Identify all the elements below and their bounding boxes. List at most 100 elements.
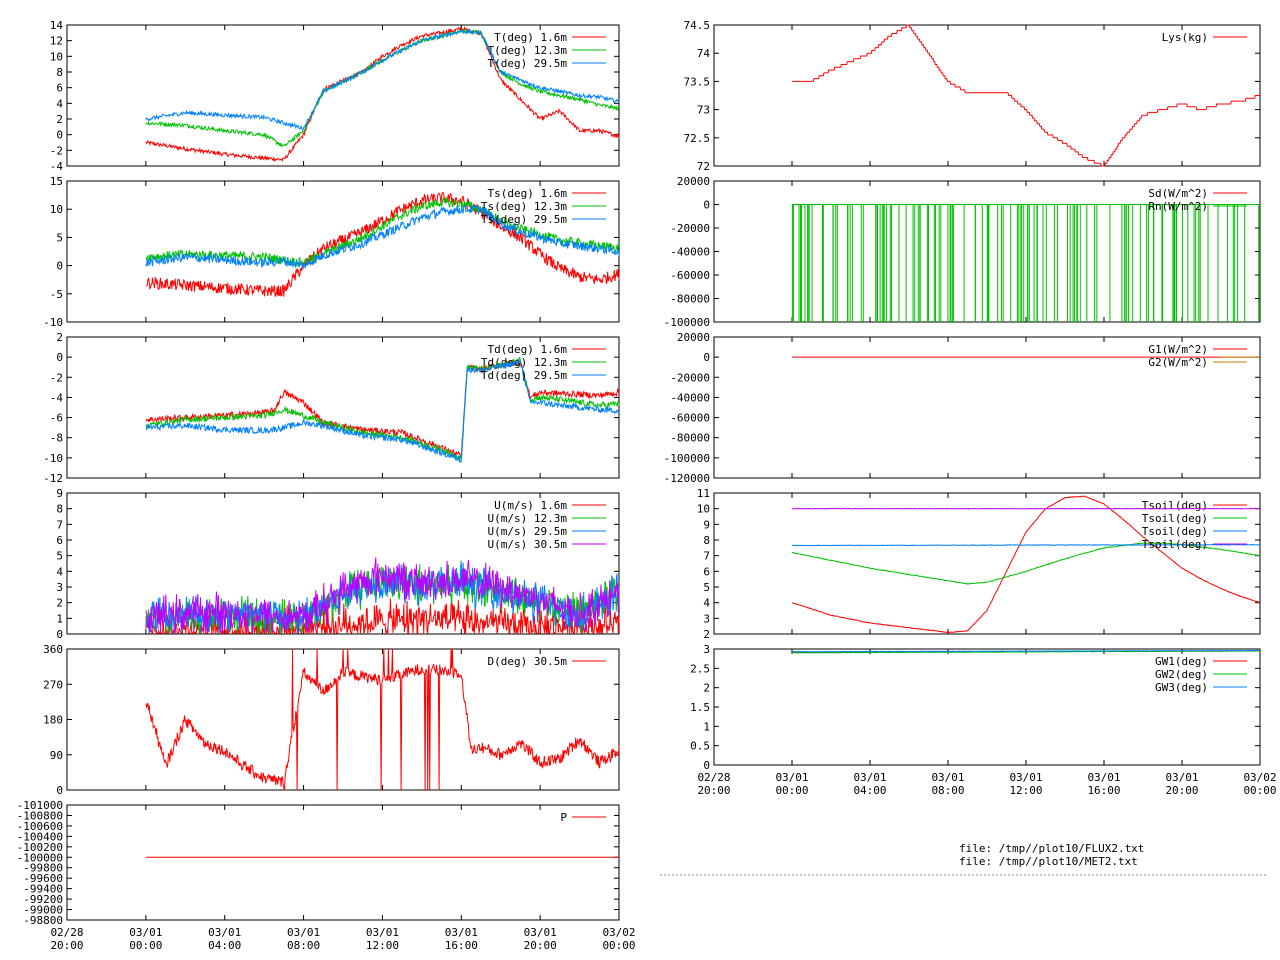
ytick-label-G: -120000 [664,472,710,485]
ytick-label-Tsoil: 5 [703,581,710,594]
legend-label-T-2: T(deg) 29.5m [488,57,568,70]
ytick-label-GW: 1 [703,720,710,733]
ytick-label-Lys: 73 [697,104,710,117]
ytick-label-T: 4 [56,97,63,110]
ytick-label-G: -80000 [670,432,710,445]
plot-frame-Tsoil [713,492,1261,635]
plot-frame-P [66,804,620,921]
ytick-label-P: -99000 [23,904,63,917]
ytick-label-Lys: 74 [697,47,711,60]
ytick-label-P: -98800 [23,914,63,927]
ytick-label-T: 12 [50,35,63,48]
ytick-label-Rad: -20000 [670,222,710,235]
ytick-label-T: 2 [56,113,63,126]
ytick-label-U: 2 [56,597,63,610]
ytick-label-Ts: -5 [50,288,63,301]
ytick-label-Rad: -80000 [670,293,710,306]
ytick-label-Lys: 74.5 [684,19,711,32]
legend-label-D-0: D(deg) 30.5m [488,655,568,668]
xtick-label-date: 02/28 [50,926,83,939]
xtick-label-date: 03/02 [602,926,635,939]
ytick-label-Ts: 5 [56,231,63,244]
ytick-label-Tsoil: 7 [703,550,710,563]
xtick-label-time: 12:00 [366,939,399,952]
ytick-label-Lys: 72.5 [684,132,711,145]
ytick-label-Ts: 15 [50,175,63,188]
legend-label-Rad-1: Rn(W/m^2) [1148,200,1208,213]
series-line-Td-1 [145,356,620,462]
legend-label-U-0: U(m/s) 1.6m [494,499,567,512]
ytick-label-U: 6 [56,534,63,547]
xtick-label-time: 00:00 [1243,784,1276,797]
xtick-label-date: 02/28 [697,771,730,784]
series-line-T-0 [145,25,620,162]
ytick-label-D: 360 [43,643,63,656]
ytick-label-Rad: 0 [703,199,710,212]
plot-frame-Ts [66,180,620,323]
ytick-label-GW: 1.5 [690,701,710,714]
xtick-label-time: 04:00 [853,784,886,797]
xtick-label-date: 03/01 [1165,771,1198,784]
ytick-label-P: -99800 [23,862,63,875]
xtick-label-time: 20:00 [50,939,83,952]
series-line-D-0 [145,648,620,791]
ytick-label-P: -99200 [23,893,63,906]
legend-label-GW-0: GW1(deg) [1155,655,1208,668]
plot-frame-G [713,336,1261,479]
ytick-label-T: -4 [50,160,64,173]
series-line-Ts-0 [145,191,620,297]
ytick-label-Rad: -60000 [670,269,710,282]
ytick-label-Td: -10 [43,452,63,465]
xtick-label-time: 20:00 [697,784,730,797]
plot-frame-Lys [713,24,1261,167]
legend-label-Td-2: Td(deg) 29.5m [481,369,567,382]
ytick-label-U: 4 [56,565,63,578]
xtick-label-time: 00:00 [129,939,162,952]
ytick-label-Ts: 0 [56,260,63,273]
ytick-label-P: -100200 [17,841,63,854]
ytick-label-Td: -4 [50,391,64,404]
ytick-label-T: 10 [50,50,63,63]
xtick-label-time: 04:00 [208,939,241,952]
xtick-label-time: 20:00 [1165,784,1198,797]
plot-frame-T [66,24,620,167]
legend-label-Tsoil-3: Tsoil(deg) [1142,538,1208,551]
xtick-label-date: 03/01 [129,926,162,939]
xtick-label-time: 16:00 [1087,784,1120,797]
ytick-label-T: 6 [56,82,63,95]
ytick-label-GW: 2 [703,682,710,695]
series-line-Td-2 [145,359,620,464]
ytick-label-Tsoil: 3 [703,612,710,625]
ytick-label-T: 8 [56,66,63,79]
plot-frame-D [66,648,620,791]
ytick-label-U: 8 [56,503,63,516]
ytick-label-P: -99400 [23,883,63,896]
ytick-label-P: -100400 [17,830,63,843]
ytick-label-Tsoil: 11 [697,487,710,500]
legend-label-Lys-0: Lys(kg) [1162,31,1208,44]
xtick-label-time: 00:00 [602,939,635,952]
ytick-label-Td: 0 [56,351,63,364]
xtick-label-time: 20:00 [524,939,557,952]
ytick-label-G: -100000 [664,452,710,465]
ytick-label-G: 0 [703,351,710,364]
ytick-label-D: 270 [43,678,63,691]
ytick-label-G: -20000 [670,371,710,384]
ytick-label-GW: 3 [703,643,710,656]
ytick-label-Td: -6 [50,412,63,425]
legend-label-T-0: T(deg) 1.6m [494,31,567,44]
series-line-T-2 [145,28,620,131]
xtick-label-date: 03/01 [775,771,808,784]
xtick-label-date: 03/01 [853,771,886,784]
legend-label-GW-2: GW3(deg) [1155,681,1208,694]
xtick-label-date: 03/01 [931,771,964,784]
plot-frame-Td [66,336,620,479]
series-line-U-3 [145,557,620,634]
ytick-label-P: -99600 [23,872,63,885]
ytick-label-Tsoil: 2 [703,628,710,641]
ytick-label-T: 0 [56,129,63,142]
ytick-label-T: -2 [50,144,63,157]
legend-label-Rad-0: Sd(W/m^2) [1148,187,1208,200]
legend-label-G-0: G1(W/m^2) [1148,343,1208,356]
xtick-label-date: 03/01 [445,926,478,939]
